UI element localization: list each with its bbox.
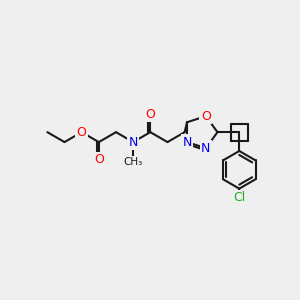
Text: O: O xyxy=(94,153,104,167)
Text: N: N xyxy=(128,136,138,148)
Text: O: O xyxy=(146,108,155,121)
Text: N: N xyxy=(182,136,192,148)
Text: Cl: Cl xyxy=(233,191,245,204)
Text: O: O xyxy=(201,110,211,123)
Text: O: O xyxy=(77,126,87,139)
Text: CH₃: CH₃ xyxy=(124,157,143,167)
Text: N: N xyxy=(201,142,211,155)
